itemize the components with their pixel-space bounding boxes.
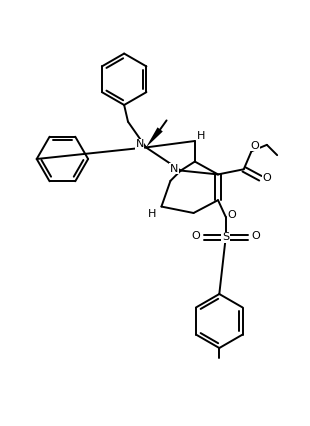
Polygon shape bbox=[146, 127, 163, 147]
Text: O: O bbox=[250, 141, 259, 151]
Text: S: S bbox=[222, 233, 229, 242]
Text: H: H bbox=[148, 209, 157, 219]
Text: N: N bbox=[170, 164, 179, 173]
Text: H: H bbox=[197, 131, 206, 141]
Text: O: O bbox=[263, 173, 271, 183]
Text: O: O bbox=[251, 231, 260, 241]
Text: O: O bbox=[192, 231, 201, 241]
Text: O: O bbox=[228, 210, 237, 220]
Text: N: N bbox=[135, 139, 144, 150]
